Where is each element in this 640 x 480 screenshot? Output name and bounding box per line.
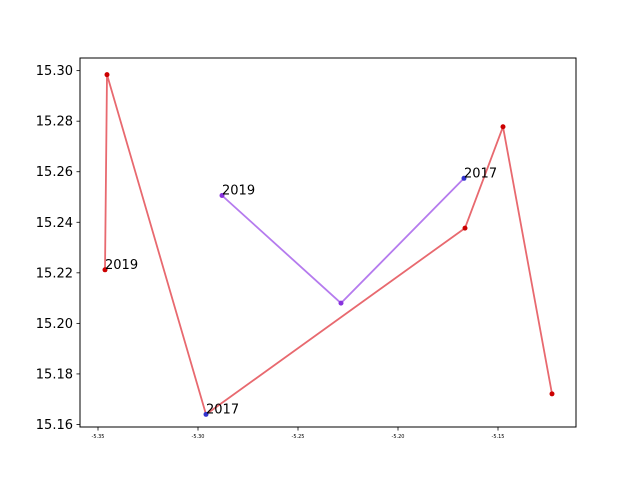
y-tick-label: 15.20 (36, 317, 73, 332)
plot-content: 2019 2017 2019 2017 (102, 72, 555, 417)
data-point (462, 225, 468, 231)
series-2: 2019 2017 (219, 166, 497, 306)
y-tick-label: 15.28 (36, 115, 73, 130)
y-tick-label: 15.22 (36, 266, 73, 281)
y-tick-label: 15.18 (36, 367, 73, 382)
point-label: 2017 (206, 402, 239, 417)
x-axis: -5.35 -5.30 -5.25 -5.20 -5.15 (92, 427, 505, 440)
x-tick-label: -5.20 (392, 434, 405, 440)
series-line (104, 73, 553, 416)
x-tick-label: -5.25 (292, 434, 305, 440)
point-label: 2019 (222, 183, 255, 198)
x-tick-label: -5.30 (192, 434, 205, 440)
y-axis: 15.16 15.18 15.20 15.22 15.24 15.26 15.28 15.30 (36, 64, 80, 433)
series-line (221, 177, 465, 305)
plot-frame (79, 57, 577, 428)
point-label: 2019 (105, 258, 138, 273)
point-label: 2017 (464, 166, 497, 181)
x-tick-label: -5.15 (492, 434, 505, 440)
data-point (203, 411, 209, 417)
y-tick-label: 15.30 (36, 64, 73, 79)
data-point (461, 175, 467, 181)
y-tick-label: 15.16 (36, 418, 73, 433)
data-point (102, 267, 108, 273)
y-tick-label: 15.26 (36, 165, 73, 180)
data-point (338, 300, 344, 306)
y-tick-label: 15.24 (36, 216, 73, 231)
data-point (549, 391, 555, 397)
data-point (104, 72, 110, 78)
x-tick-label: -5.35 (92, 434, 105, 440)
data-point (219, 192, 225, 198)
series-1: 2019 2017 (102, 72, 555, 417)
data-point (500, 124, 506, 130)
